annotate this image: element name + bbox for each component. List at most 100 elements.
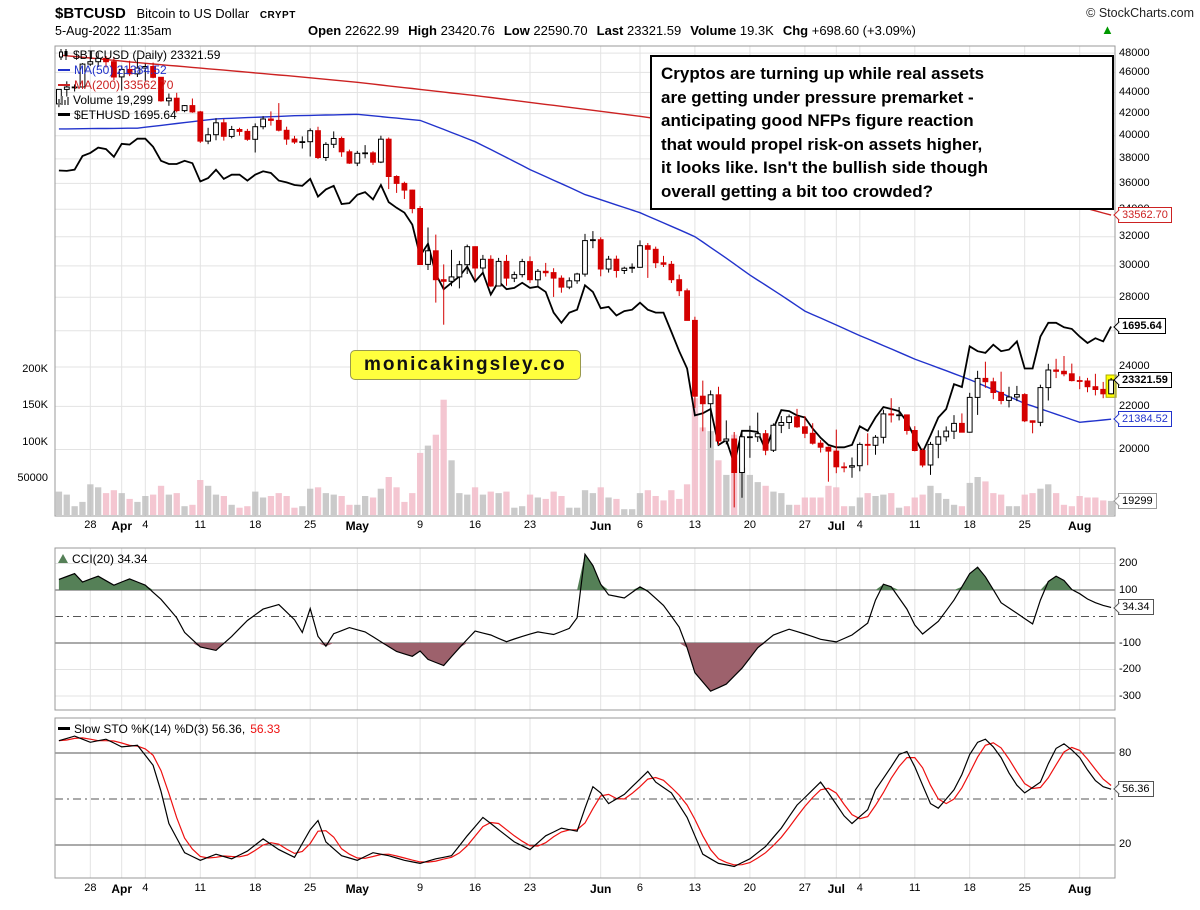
cci-axis-label: 100 [1119, 583, 1138, 596]
legend-sto: Slow STO %K(14) %D(3) 56.36, 56.33 [58, 721, 280, 736]
x-axis-label: 11 [909, 519, 921, 531]
candles [56, 51, 1117, 508]
cci-area-icon [58, 554, 68, 563]
quote-label: Open [308, 23, 342, 38]
x-axis-label: 20 [743, 882, 756, 894]
cci-line [58, 552, 1112, 692]
chart-header: $BTCUSD Bitcoin to US Dollar CRYPT [55, 5, 296, 22]
cci-axis-label: -300 [1119, 689, 1142, 702]
volume-axis-label: 200K [22, 362, 48, 375]
x-axis-label: 25 [1018, 882, 1031, 894]
legend-ethusd: $ETHUSD 1695.64 [58, 107, 177, 122]
exchange-label: CRYPT [259, 10, 296, 21]
legend-label: CCI(20) 34.34 [72, 551, 148, 566]
quote-label: Volume [690, 23, 737, 38]
x-axis-label: 11 [909, 882, 921, 894]
price-axis-label: 44000 [1119, 86, 1150, 98]
x-axis-label: Aug [1067, 882, 1092, 896]
x-axis-label: 20 [743, 519, 756, 531]
x-axis-label: 23 [523, 519, 537, 531]
legend-cci: CCI(20) 34.34 [58, 551, 147, 566]
x-axis-label: 16 [468, 519, 482, 531]
legend-ma200: MA(200) 33562.70 [58, 77, 173, 92]
quote-value: 22590.70 [529, 23, 588, 38]
price-axis-label: 36000 [1119, 176, 1150, 189]
copyright: © StockCharts.com [1086, 6, 1194, 20]
line-icon [58, 68, 70, 71]
x-axis-label: Jul [827, 882, 845, 896]
x-axis-label: Apr [111, 882, 133, 896]
cci-axis-label: -200 [1119, 663, 1142, 675]
cci-overbought-fill [58, 554, 1112, 590]
quote-value: 19.3K [736, 23, 774, 38]
x-axis-label: 18 [963, 882, 976, 894]
x-axis-label: Jun [590, 519, 612, 533]
quote-value: 23420.76 [436, 23, 495, 38]
volume-bars-up [55, 431, 1115, 516]
volume-axis-label: 50000 [17, 472, 48, 484]
annotation-line: anticipating good NFPs figure reaction [661, 111, 974, 130]
legend-volume: Volume 19,299 [58, 92, 153, 107]
price-axis-label: 40000 [1119, 129, 1150, 142]
x-axis-label: Jul [827, 519, 845, 533]
x-axis-label: 28 [84, 519, 97, 531]
x-axis-label: 25 [1018, 519, 1031, 531]
price-axis-label: 24000 [1119, 360, 1150, 373]
last-value-tag: 21384.52 [1118, 411, 1172, 428]
volume-axis-label: 100K [22, 435, 48, 448]
annotation-line: it looks like. Isn't the bullish side th… [661, 158, 989, 177]
legend-label: $BTCUSD (Daily) 23321.59 [73, 47, 221, 62]
last-value-tag: 56.36 [1118, 781, 1154, 798]
quote-label: Low [503, 23, 530, 38]
ethusd-line [58, 137, 1112, 467]
price-axis-label: 38000 [1119, 152, 1150, 165]
x-axis-label: 16 [468, 882, 482, 894]
cci-axis-label: -100 [1119, 636, 1142, 649]
legend-label-d: 56.33 [250, 721, 281, 736]
symbol-description: Bitcoin to US Dollar [136, 6, 250, 21]
annotation-line: overall getting a bit too crowded? [661, 181, 934, 201]
legend-label: MA(50) 21384.52 [74, 62, 167, 77]
quote-summary: Open 22622.99 High 23420.76 Low 22590.70 La… [308, 23, 916, 38]
price-axis-label: 22000 [1119, 399, 1150, 412]
x-axis-label: 9 [417, 519, 424, 531]
legend-label: Slow STO %K(14) %D(3) 56.36, [74, 721, 246, 736]
legend-ma50: MA(50) 21384.52 [58, 62, 167, 77]
thick-line-icon [58, 113, 70, 116]
x-axis-label: Jun [590, 882, 612, 896]
sto-axis-label: 80 [1119, 746, 1132, 759]
price-axis-label: 20000 [1119, 443, 1150, 456]
x-axis-label: 9 [417, 882, 424, 894]
sto-k-line [58, 735, 1112, 868]
x-axis-label: 27 [798, 882, 811, 894]
annotation-line: that would propel risk-on assets higher, [661, 134, 983, 154]
price-axis-label: 32000 [1119, 230, 1150, 243]
x-axis-label: 13 [688, 519, 702, 531]
quote-label: Last [596, 23, 624, 38]
annotation-line: are getting under pressure premarket - [661, 87, 974, 107]
watermark: monicakingsley.co [350, 350, 581, 380]
x-axis-label: Apr [111, 519, 133, 533]
x-axis-label: 4 [142, 519, 149, 531]
x-axis-label: 23 [523, 882, 537, 894]
annotation-box: Cryptos are turning up while real assets… [650, 55, 1114, 210]
quote-value: +698.60 (+3.09%) [808, 23, 916, 38]
x-axis-label: 6 [636, 519, 644, 531]
x-axis-label: 11 [194, 882, 206, 894]
legend-label: MA(200) 33562.70 [74, 77, 174, 92]
x-axis-label: 4 [142, 882, 149, 894]
x-axis-label: 28 [84, 882, 97, 894]
last-value-tag: 33562.70 [1118, 207, 1172, 224]
sto-line-icon [58, 727, 70, 730]
change-up-arrow-icon: ▲ [1101, 22, 1114, 37]
x-axis-label: 25 [304, 882, 317, 894]
panel-borders [54, 45, 1116, 879]
price-axis-label: 48000 [1119, 46, 1150, 59]
quote-value: 22622.99 [341, 23, 400, 38]
last-value-tag: 19299 [1118, 492, 1157, 509]
price-axis-label: 42000 [1119, 107, 1150, 120]
candlestick-icon [58, 49, 69, 60]
x-axis-label: May [345, 519, 369, 533]
